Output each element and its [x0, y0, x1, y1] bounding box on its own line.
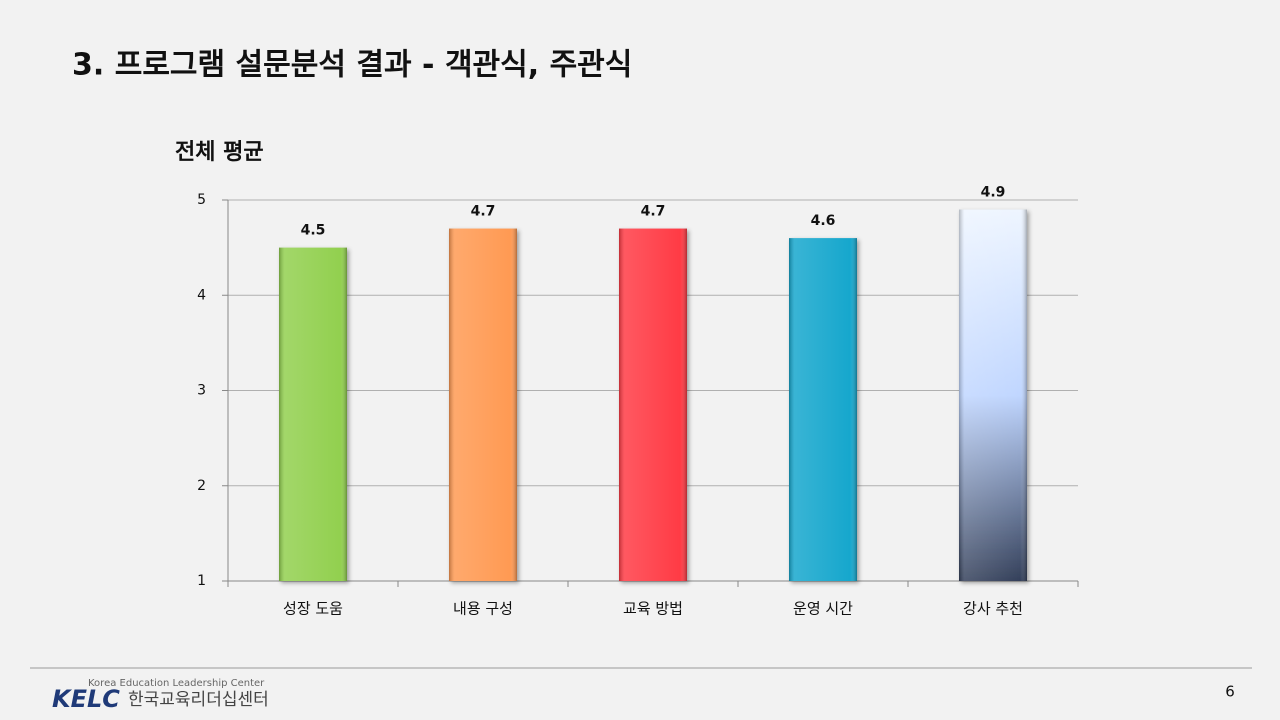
- x-tick-label: 성장 도움: [283, 600, 343, 618]
- x-tick-label: 운영 시간: [793, 600, 853, 618]
- x-tick-label: 내용 구성: [453, 600, 513, 618]
- bar: [619, 228, 687, 581]
- logo-korean: 한국교육리더십센터: [128, 690, 269, 710]
- y-tick-label: 1: [197, 573, 206, 589]
- x-tick-label: 강사 추천: [963, 600, 1023, 618]
- value-label: 4.9: [981, 185, 1006, 201]
- page-number: 6: [1225, 683, 1235, 701]
- bar: [449, 228, 517, 581]
- slide-title: 3. 프로그램 설문분석 결과 - 객관식, 주관식: [72, 48, 632, 83]
- y-tick-label: 3: [197, 383, 206, 399]
- bar: [789, 238, 857, 581]
- value-label: 4.6: [811, 213, 836, 229]
- value-label: 4.5: [301, 223, 326, 239]
- bar: [279, 247, 347, 581]
- bar: [959, 209, 1027, 581]
- logo-mark: KELC: [52, 685, 120, 713]
- value-label: 4.7: [641, 204, 666, 220]
- y-tick-label: 2: [197, 478, 206, 494]
- logo-english: Korea Education Leadership Center: [88, 678, 265, 689]
- y-tick-label: 5: [197, 192, 206, 208]
- y-tick-label: 4: [197, 287, 206, 303]
- chart-title: 전체 평균: [175, 140, 264, 165]
- value-label: 4.7: [471, 204, 496, 220]
- x-tick-label: 교육 방법: [623, 600, 683, 618]
